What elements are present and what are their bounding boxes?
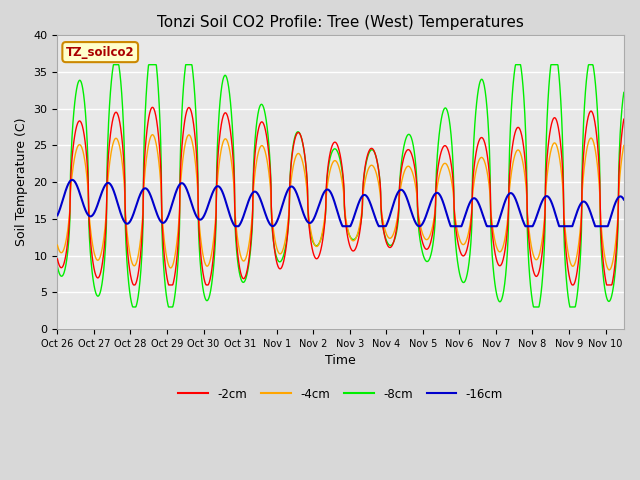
-8cm — [269, 233, 276, 239]
-2cm — [570, 282, 577, 288]
-4cm — [397, 180, 405, 186]
-2cm — [620, 116, 628, 122]
-4cm — [440, 161, 448, 167]
X-axis label: Time: Time — [325, 354, 356, 367]
-8cm — [570, 304, 577, 310]
-2cm — [130, 282, 138, 288]
-4cm — [620, 143, 628, 148]
Line: -16cm: -16cm — [58, 180, 624, 226]
-8cm — [398, 157, 406, 163]
-16cm — [440, 203, 448, 209]
Line: -8cm: -8cm — [58, 65, 624, 307]
Line: -4cm: -4cm — [58, 135, 624, 270]
-16cm — [570, 220, 577, 226]
-16cm — [68, 177, 76, 183]
-2cm — [378, 215, 386, 221]
-4cm — [605, 267, 613, 273]
-8cm — [109, 62, 117, 68]
-8cm — [440, 106, 448, 111]
-2cm — [148, 105, 156, 110]
Legend: -2cm, -4cm, -8cm, -16cm: -2cm, -4cm, -8cm, -16cm — [173, 383, 508, 405]
-16cm — [554, 219, 561, 225]
-2cm — [269, 231, 276, 237]
-4cm — [570, 264, 577, 269]
-2cm — [54, 256, 61, 262]
-4cm — [378, 209, 385, 215]
-4cm — [54, 242, 61, 248]
-4cm — [269, 219, 276, 225]
Line: -2cm: -2cm — [58, 108, 624, 285]
-16cm — [269, 223, 276, 229]
-8cm — [54, 264, 61, 269]
-16cm — [54, 213, 61, 218]
-2cm — [398, 165, 406, 171]
Title: Tonzi Soil CO2 Profile: Tree (West) Temperatures: Tonzi Soil CO2 Profile: Tree (West) Temp… — [157, 15, 524, 30]
-16cm — [620, 197, 628, 203]
-16cm — [232, 223, 239, 229]
-4cm — [148, 132, 156, 138]
-8cm — [554, 62, 561, 68]
-8cm — [129, 304, 137, 310]
-16cm — [398, 187, 406, 193]
-8cm — [620, 90, 628, 96]
Y-axis label: Soil Temperature (C): Soil Temperature (C) — [15, 118, 28, 246]
-8cm — [378, 217, 386, 223]
Text: TZ_soilco2: TZ_soilco2 — [66, 46, 134, 59]
-4cm — [554, 145, 561, 151]
-2cm — [554, 121, 561, 127]
-2cm — [440, 143, 448, 149]
-16cm — [378, 223, 386, 229]
